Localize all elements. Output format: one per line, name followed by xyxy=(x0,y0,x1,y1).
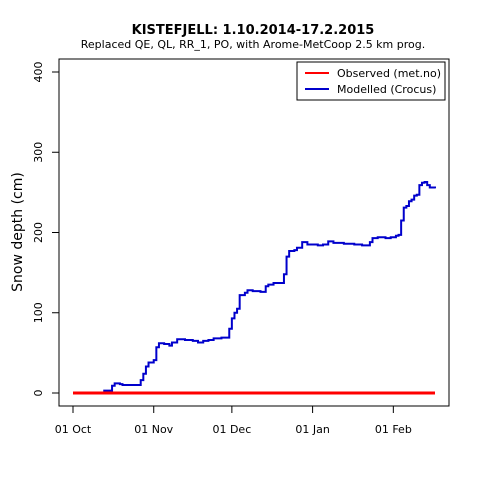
plot-frame xyxy=(58,58,450,407)
chart-title: KISTEFJELL: 1.10.2014-17.2.2015 xyxy=(132,23,375,38)
y-axis: 0 100 200 300 400 xyxy=(32,62,60,397)
chart-subtitle: Replaced QE, QL, RR_1, PO, with Arome-Me… xyxy=(81,38,426,51)
x-axis: 01 Oct 01 Nov 01 Dec 01 Jan 01 Feb xyxy=(55,405,412,436)
x-tick-label: 01 Oct xyxy=(55,423,92,436)
legend-box xyxy=(296,61,446,101)
legend-label-observed: Observed (met.no) xyxy=(337,67,441,80)
y-axis-label: Snow depth (cm) xyxy=(10,172,26,292)
legend-label-modelled: Modelled (Crocus) xyxy=(337,83,436,96)
x-tick-label: 01 Jan xyxy=(295,423,329,436)
x-tick-label: 01 Feb xyxy=(375,423,412,436)
y-tick-label: 200 xyxy=(32,222,45,243)
y-tick-label: 0 xyxy=(32,390,45,397)
legend: Observed (met.no) Modelled (Crocus) xyxy=(296,61,446,101)
x-tick-label: 01 Dec xyxy=(212,423,251,436)
y-tick-label: 100 xyxy=(32,302,45,323)
series-modelled-line xyxy=(73,180,436,394)
y-tick-label: 400 xyxy=(32,62,45,83)
series-layer xyxy=(73,180,436,395)
x-tick-label: 01 Nov xyxy=(134,423,173,436)
y-tick-label: 300 xyxy=(32,142,45,163)
